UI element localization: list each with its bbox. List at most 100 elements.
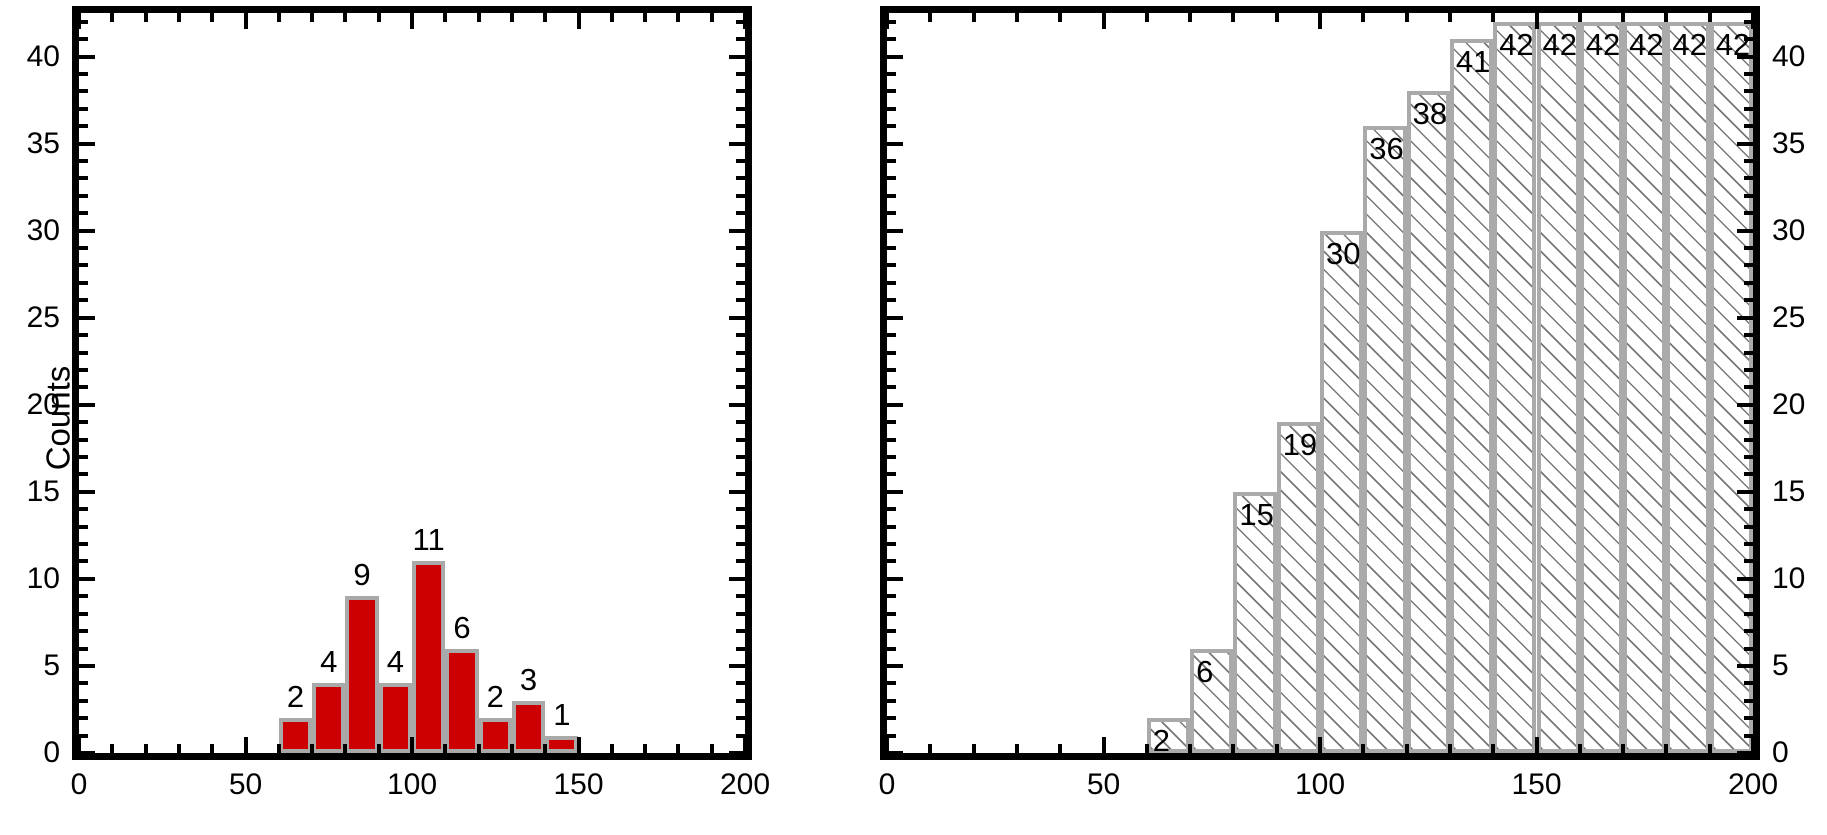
x-axis-major-tick — [576, 13, 581, 29]
y-axis-minor-tick — [1744, 611, 1753, 616]
x-axis-minor-tick — [1404, 13, 1409, 22]
x-axis-minor-tick — [176, 744, 181, 753]
y-axis-major-tick — [79, 54, 95, 59]
x-axis-minor-tick — [971, 744, 976, 753]
y-axis-major-tick — [1737, 751, 1753, 755]
y-axis-minor-tick — [79, 629, 88, 634]
y-axis-major-tick — [1737, 228, 1753, 233]
y-axis-minor-tick — [736, 176, 745, 181]
y-axis-minor-tick — [79, 698, 88, 703]
bar-value-label: 38 — [1412, 96, 1448, 132]
x-axis-minor-tick — [1621, 13, 1626, 22]
y-axis-minor-tick — [887, 629, 896, 634]
x-axis-major-tick — [243, 737, 248, 753]
x-axis-tick-label: 50 — [1086, 768, 1121, 801]
y-axis-minor-tick — [736, 89, 745, 94]
axis-spine-left-left — [72, 6, 79, 760]
x-axis-minor-tick — [1274, 13, 1279, 22]
bar-value-label: 6 — [453, 609, 471, 645]
y-axis-minor-tick — [736, 211, 745, 216]
x-axis-minor-tick — [643, 744, 648, 753]
y-axis-minor-tick — [736, 455, 745, 459]
x-axis-minor-tick — [1188, 13, 1193, 22]
bar-value-label: 19 — [1282, 427, 1318, 463]
y-axis-major-tick — [1737, 576, 1753, 581]
bar — [1449, 39, 1494, 753]
y-axis-major-tick — [887, 402, 903, 407]
y-axis-major-tick — [729, 576, 745, 581]
y-axis-minor-tick — [1744, 646, 1753, 651]
x-axis-minor-tick — [343, 744, 348, 753]
bar — [1623, 21, 1667, 753]
y-axis-minor-tick — [79, 280, 88, 285]
x-axis-major-tick — [1751, 737, 1755, 753]
y-axis-minor-tick — [79, 507, 88, 512]
x-axis-minor-tick — [676, 13, 681, 22]
bar-value-label: 4 — [386, 644, 404, 680]
y-axis-minor-tick — [1744, 629, 1753, 634]
y-axis-major-tick — [79, 576, 95, 581]
x-axis-minor-tick — [1231, 744, 1236, 753]
y-axis-minor-tick — [1744, 559, 1753, 564]
bar-value-label: 2 — [1152, 723, 1171, 759]
y-axis-major-tick — [887, 228, 903, 233]
x-axis-minor-tick — [1274, 744, 1279, 753]
x-axis-minor-tick — [376, 13, 381, 22]
x-axis-minor-tick — [928, 744, 933, 753]
y-axis-major-tick — [729, 402, 745, 407]
y-axis-major-tick — [887, 315, 903, 320]
y-axis-tick-label: 5 — [1772, 648, 1789, 682]
bar-value-label: 42 — [1585, 26, 1621, 62]
x-axis-tick-label: 100 — [386, 768, 438, 801]
y-axis-minor-tick — [1744, 89, 1753, 94]
y-axis-minor-tick — [79, 559, 88, 564]
y-axis-minor-tick — [736, 542, 745, 547]
bar — [1276, 422, 1320, 753]
bar-value-label: 42 — [1629, 26, 1664, 62]
y-axis-minor-tick — [1744, 124, 1753, 129]
y-axis-minor-tick — [887, 420, 896, 425]
y-axis-major-tick — [887, 141, 903, 146]
y-axis-major-tick — [79, 663, 95, 668]
x-axis-tick-label: 0 — [878, 768, 896, 801]
x-axis-major-tick — [1534, 737, 1539, 753]
x-axis-minor-tick — [1404, 744, 1409, 753]
y-axis-minor-tick — [736, 559, 745, 564]
x-axis-minor-tick — [543, 744, 548, 753]
y-axis-minor-tick — [736, 681, 745, 686]
y-axis-minor-tick — [79, 176, 88, 181]
x-axis-minor-tick — [676, 744, 681, 753]
bar-value-label: 36 — [1369, 131, 1404, 167]
x-axis-minor-tick — [310, 13, 315, 22]
y-axis-tick-label: 35 — [1772, 126, 1806, 160]
y-axis-tick-label: 25 — [26, 300, 60, 334]
y-axis-tick-label: 5 — [43, 648, 60, 682]
panel-histogram: Counts 2 4 9 4 11 6 2 3 1 0 50 100 150 200 0 5 10 15 20 25… — [0, 0, 800, 835]
y-axis-tick-label: 15 — [26, 474, 60, 508]
x-axis-minor-tick — [1577, 13, 1582, 22]
x-axis-major-tick — [885, 737, 889, 753]
bar — [1146, 718, 1191, 753]
x-axis-minor-tick — [971, 13, 976, 22]
y-axis-minor-tick — [79, 211, 88, 216]
y-axis-minor-tick — [1744, 71, 1753, 76]
y-axis-minor-tick — [887, 646, 896, 651]
x-axis-minor-tick — [509, 13, 514, 22]
y-axis-tick-label: 10 — [26, 561, 60, 595]
y-axis-minor-tick — [887, 89, 896, 94]
y-axis-minor-tick — [736, 611, 745, 616]
y-axis-minor-tick — [1744, 507, 1753, 512]
y-axis-minor-tick — [79, 524, 88, 529]
y-axis-minor-tick — [736, 472, 745, 477]
y-axis-minor-tick — [1744, 542, 1753, 547]
bar — [445, 648, 479, 753]
x-axis-minor-tick — [1707, 744, 1712, 753]
y-axis-minor-tick — [736, 437, 745, 442]
x-axis-minor-tick — [509, 744, 514, 753]
y-axis-minor-tick — [79, 71, 88, 76]
plot-area-right: 2 6 15 19 30 36 38 41 42 42 42 42 42 42 — [880, 6, 1760, 760]
y-axis-minor-tick — [736, 246, 745, 251]
bar-value-label: 2 — [286, 679, 305, 715]
x-axis-minor-tick — [1577, 744, 1582, 753]
x-axis-tick-label: 0 — [70, 768, 88, 801]
